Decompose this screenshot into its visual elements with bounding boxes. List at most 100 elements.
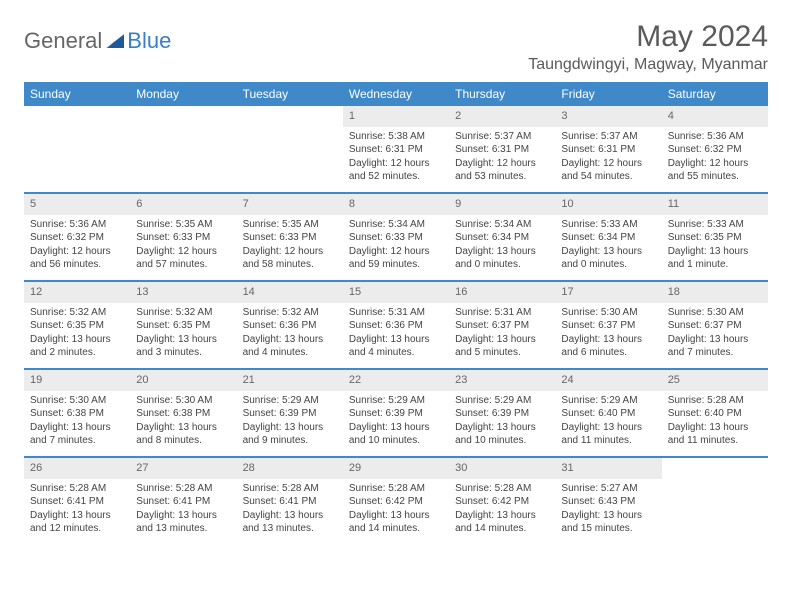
- calendar-day: 13Sunrise: 5:32 AMSunset: 6:35 PMDayligh…: [130, 282, 236, 368]
- calendar-day: 27Sunrise: 5:28 AMSunset: 6:41 PMDayligh…: [130, 458, 236, 544]
- day-details: Sunrise: 5:34 AMSunset: 6:34 PMDaylight:…: [449, 215, 555, 276]
- weekday-header: Sunday: [24, 82, 130, 106]
- day-number: 18: [662, 282, 768, 303]
- day-number: 2: [449, 106, 555, 127]
- month-title: May 2024: [528, 20, 768, 54]
- weekday-header: Wednesday: [343, 82, 449, 106]
- day-details: Sunrise: 5:33 AMSunset: 6:34 PMDaylight:…: [555, 215, 661, 276]
- day-number: 22: [343, 370, 449, 391]
- calendar-day: 14Sunrise: 5:32 AMSunset: 6:36 PMDayligh…: [237, 282, 343, 368]
- logo-triangle-icon: [106, 34, 124, 48]
- day-number: 5: [24, 194, 130, 215]
- calendar-day: [662, 458, 768, 544]
- weekday-header-row: SundayMondayTuesdayWednesdayThursdayFrid…: [24, 82, 768, 106]
- day-number-empty: [237, 106, 343, 127]
- calendar-day: 16Sunrise: 5:31 AMSunset: 6:37 PMDayligh…: [449, 282, 555, 368]
- day-details: Sunrise: 5:31 AMSunset: 6:37 PMDaylight:…: [449, 303, 555, 364]
- day-details: Sunrise: 5:34 AMSunset: 6:33 PMDaylight:…: [343, 215, 449, 276]
- day-details: Sunrise: 5:27 AMSunset: 6:43 PMDaylight:…: [555, 479, 661, 540]
- day-number: 20: [130, 370, 236, 391]
- day-number: 27: [130, 458, 236, 479]
- day-details: Sunrise: 5:28 AMSunset: 6:41 PMDaylight:…: [237, 479, 343, 540]
- day-details: Sunrise: 5:29 AMSunset: 6:39 PMDaylight:…: [237, 391, 343, 452]
- calendar-day: 4Sunrise: 5:36 AMSunset: 6:32 PMDaylight…: [662, 106, 768, 192]
- day-number: 24: [555, 370, 661, 391]
- day-number: 11: [662, 194, 768, 215]
- header: General Blue May 2024 Taungdwingyi, Magwa…: [24, 20, 768, 74]
- day-details: Sunrise: 5:32 AMSunset: 6:36 PMDaylight:…: [237, 303, 343, 364]
- day-number: 21: [237, 370, 343, 391]
- day-number: 28: [237, 458, 343, 479]
- calendar-day: 31Sunrise: 5:27 AMSunset: 6:43 PMDayligh…: [555, 458, 661, 544]
- brand-logo: General Blue: [24, 28, 171, 54]
- day-number-empty: [24, 106, 130, 127]
- calendar-day: 5Sunrise: 5:36 AMSunset: 6:32 PMDaylight…: [24, 194, 130, 280]
- day-details: Sunrise: 5:28 AMSunset: 6:41 PMDaylight:…: [130, 479, 236, 540]
- day-details: Sunrise: 5:35 AMSunset: 6:33 PMDaylight:…: [130, 215, 236, 276]
- weekday-header: Monday: [130, 82, 236, 106]
- day-number-empty: [662, 458, 768, 479]
- calendar-day: [24, 106, 130, 192]
- day-details: Sunrise: 5:28 AMSunset: 6:40 PMDaylight:…: [662, 391, 768, 452]
- day-details: Sunrise: 5:37 AMSunset: 6:31 PMDaylight:…: [555, 127, 661, 188]
- day-details: Sunrise: 5:32 AMSunset: 6:35 PMDaylight:…: [130, 303, 236, 364]
- day-number: 31: [555, 458, 661, 479]
- day-number: 26: [24, 458, 130, 479]
- calendar-day: 23Sunrise: 5:29 AMSunset: 6:39 PMDayligh…: [449, 370, 555, 456]
- day-details: Sunrise: 5:36 AMSunset: 6:32 PMDaylight:…: [662, 127, 768, 188]
- calendar-week: 12Sunrise: 5:32 AMSunset: 6:35 PMDayligh…: [24, 280, 768, 368]
- calendar-day: 12Sunrise: 5:32 AMSunset: 6:35 PMDayligh…: [24, 282, 130, 368]
- day-number: 1: [343, 106, 449, 127]
- calendar-day: 29Sunrise: 5:28 AMSunset: 6:42 PMDayligh…: [343, 458, 449, 544]
- day-details: Sunrise: 5:31 AMSunset: 6:36 PMDaylight:…: [343, 303, 449, 364]
- calendar: SundayMondayTuesdayWednesdayThursdayFrid…: [24, 82, 768, 544]
- day-details: Sunrise: 5:30 AMSunset: 6:37 PMDaylight:…: [662, 303, 768, 364]
- day-details: Sunrise: 5:30 AMSunset: 6:38 PMDaylight:…: [130, 391, 236, 452]
- day-number: 7: [237, 194, 343, 215]
- calendar-day: 9Sunrise: 5:34 AMSunset: 6:34 PMDaylight…: [449, 194, 555, 280]
- calendar-day: 15Sunrise: 5:31 AMSunset: 6:36 PMDayligh…: [343, 282, 449, 368]
- day-details: Sunrise: 5:37 AMSunset: 6:31 PMDaylight:…: [449, 127, 555, 188]
- weekday-header: Friday: [555, 82, 661, 106]
- calendar-day: 28Sunrise: 5:28 AMSunset: 6:41 PMDayligh…: [237, 458, 343, 544]
- calendar-week: 5Sunrise: 5:36 AMSunset: 6:32 PMDaylight…: [24, 192, 768, 280]
- day-number: 16: [449, 282, 555, 303]
- day-details: Sunrise: 5:36 AMSunset: 6:32 PMDaylight:…: [24, 215, 130, 276]
- day-details: Sunrise: 5:30 AMSunset: 6:37 PMDaylight:…: [555, 303, 661, 364]
- day-number: 12: [24, 282, 130, 303]
- weekday-header: Tuesday: [237, 82, 343, 106]
- calendar-day: 19Sunrise: 5:30 AMSunset: 6:38 PMDayligh…: [24, 370, 130, 456]
- day-details: Sunrise: 5:33 AMSunset: 6:35 PMDaylight:…: [662, 215, 768, 276]
- calendar-body: 1Sunrise: 5:38 AMSunset: 6:31 PMDaylight…: [24, 106, 768, 544]
- calendar-day: 8Sunrise: 5:34 AMSunset: 6:33 PMDaylight…: [343, 194, 449, 280]
- weekday-header: Thursday: [449, 82, 555, 106]
- day-number-empty: [130, 106, 236, 127]
- day-number: 14: [237, 282, 343, 303]
- day-details: Sunrise: 5:38 AMSunset: 6:31 PMDaylight:…: [343, 127, 449, 188]
- title-block: May 2024 Taungdwingyi, Magway, Myanmar: [528, 20, 768, 74]
- calendar-day: 18Sunrise: 5:30 AMSunset: 6:37 PMDayligh…: [662, 282, 768, 368]
- calendar-day: 11Sunrise: 5:33 AMSunset: 6:35 PMDayligh…: [662, 194, 768, 280]
- calendar-day: 25Sunrise: 5:28 AMSunset: 6:40 PMDayligh…: [662, 370, 768, 456]
- calendar-day: 24Sunrise: 5:29 AMSunset: 6:40 PMDayligh…: [555, 370, 661, 456]
- calendar-day: 2Sunrise: 5:37 AMSunset: 6:31 PMDaylight…: [449, 106, 555, 192]
- brand-part1: General: [24, 28, 102, 54]
- day-details: Sunrise: 5:29 AMSunset: 6:39 PMDaylight:…: [449, 391, 555, 452]
- calendar-day: 10Sunrise: 5:33 AMSunset: 6:34 PMDayligh…: [555, 194, 661, 280]
- day-details: Sunrise: 5:29 AMSunset: 6:39 PMDaylight:…: [343, 391, 449, 452]
- calendar-week: 1Sunrise: 5:38 AMSunset: 6:31 PMDaylight…: [24, 106, 768, 192]
- brand-part2: Blue: [127, 28, 171, 54]
- calendar-day: 20Sunrise: 5:30 AMSunset: 6:38 PMDayligh…: [130, 370, 236, 456]
- day-number: 3: [555, 106, 661, 127]
- day-number: 4: [662, 106, 768, 127]
- day-number: 13: [130, 282, 236, 303]
- day-details: Sunrise: 5:32 AMSunset: 6:35 PMDaylight:…: [24, 303, 130, 364]
- calendar-day: 30Sunrise: 5:28 AMSunset: 6:42 PMDayligh…: [449, 458, 555, 544]
- day-details: Sunrise: 5:28 AMSunset: 6:42 PMDaylight:…: [449, 479, 555, 540]
- day-details: Sunrise: 5:35 AMSunset: 6:33 PMDaylight:…: [237, 215, 343, 276]
- calendar-week: 26Sunrise: 5:28 AMSunset: 6:41 PMDayligh…: [24, 456, 768, 544]
- day-number: 10: [555, 194, 661, 215]
- weekday-header: Saturday: [662, 82, 768, 106]
- calendar-day: 22Sunrise: 5:29 AMSunset: 6:39 PMDayligh…: [343, 370, 449, 456]
- day-number: 6: [130, 194, 236, 215]
